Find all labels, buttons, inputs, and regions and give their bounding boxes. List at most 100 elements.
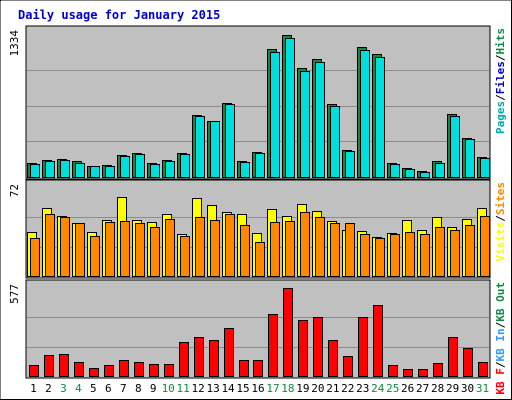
bottom-bar-kb-f-day-25 <box>388 365 398 377</box>
x-tick-day-25: 25 <box>386 382 399 395</box>
x-tick-day-28: 28 <box>431 382 444 395</box>
middle-bar-sites-day-8 <box>135 223 145 277</box>
bottom-bar-kb-f-day-7 <box>119 360 129 377</box>
label-separator: / <box>494 321 507 328</box>
middle-bar-sites-day-30 <box>465 225 475 277</box>
bottom-bar-kb-f-day-9 <box>149 364 159 377</box>
x-tick-day-3: 3 <box>60 382 67 395</box>
top-bar-files-day-3 <box>60 160 70 178</box>
middle-bar-sites-day-22 <box>345 223 355 277</box>
bottom-bar-kb-f-day-17 <box>268 314 278 377</box>
top-bar-files-day-20 <box>315 62 325 178</box>
middle-bar-sites-day-11 <box>180 236 190 277</box>
bottom-bar-kb-f-day-16 <box>253 360 263 377</box>
x-tick-day-2: 2 <box>45 382 52 395</box>
top-bar-files-day-2 <box>45 161 55 178</box>
x-tick-day-22: 22 <box>341 382 354 395</box>
bottom-bar-kb-f-day-22 <box>343 356 353 377</box>
bottom-bar-kb-f-day-14 <box>224 328 234 377</box>
middle-y-max-label: 72 <box>8 184 21 197</box>
middle-bar-sites-day-21 <box>330 223 340 277</box>
bottom-bar-kb-f-day-29 <box>448 337 458 377</box>
top-bar-files-day-17 <box>270 52 280 178</box>
x-tick-day-19: 19 <box>296 382 309 395</box>
top-bar-files-day-11 <box>180 154 190 178</box>
bottom-bar-kb-f-day-31 <box>478 362 488 377</box>
middle-bar-sites-day-20 <box>315 217 325 277</box>
middle-bar-sites-day-3 <box>60 217 70 277</box>
x-tick-day-12: 12 <box>192 382 205 395</box>
bottom-bar-kb-f-day-12 <box>194 337 204 377</box>
series-label-files: Files <box>494 61 507 94</box>
series-label-kb-in: KB In <box>494 328 507 361</box>
top-bar-files-day-19 <box>300 71 310 178</box>
top-series-labels: Pages/Files/Hits <box>494 28 507 134</box>
middle-bar-sites-day-25 <box>390 234 400 277</box>
x-tick-day-1: 1 <box>30 382 37 395</box>
bottom-bar-kb-f-day-20 <box>313 317 323 377</box>
x-tick-day-17: 17 <box>266 382 279 395</box>
x-tick-day-26: 26 <box>401 382 414 395</box>
top-bar-files-day-23 <box>360 50 370 178</box>
middle-bar-sites-day-13 <box>210 220 220 277</box>
bottom-bar-kb-f-day-13 <box>209 340 219 377</box>
middle-bar-sites-day-27 <box>420 234 430 277</box>
top-bar-files-day-8 <box>135 154 145 178</box>
bottom-bar-kb-f-day-8 <box>134 362 144 377</box>
top-bar-files-day-27 <box>420 172 430 178</box>
bottom-bar-kb-f-day-4 <box>74 362 84 377</box>
label-separator: / <box>494 94 507 101</box>
middle-bar-sites-day-9 <box>150 227 160 277</box>
middle-bar-sites-day-31 <box>480 216 490 277</box>
x-tick-day-20: 20 <box>311 382 324 395</box>
x-tick-day-14: 14 <box>221 382 235 395</box>
series-label-kb-f: KB F <box>494 368 507 395</box>
top-bar-files-day-29 <box>450 116 460 178</box>
middle-bar-sites-day-15 <box>240 225 250 277</box>
top-bar-files-day-26 <box>405 169 415 178</box>
label-separator: / <box>494 54 507 61</box>
bottom-bar-kb-f-day-15 <box>239 360 249 377</box>
top-bar-files-day-15 <box>240 162 250 178</box>
middle-bar-sites-day-7 <box>120 221 130 277</box>
top-bar-files-day-31 <box>480 158 490 178</box>
x-tick-day-18: 18 <box>281 382 294 395</box>
bottom-bar-kb-f-day-26 <box>403 369 413 377</box>
x-tick-day-31: 31 <box>476 382 489 395</box>
middle-bar-sites-day-2 <box>45 214 55 277</box>
chart-title: Daily usage for January 2015 <box>18 8 221 22</box>
top-bar-files-day-14 <box>225 104 235 178</box>
top-y-max-label: 1334 <box>8 30 21 57</box>
x-tick-day-16: 16 <box>251 382 264 395</box>
bottom-bar-kb-f-day-2 <box>44 355 54 377</box>
series-label-sites: Sites <box>494 182 507 215</box>
middle-series-labels: Visits/Sites <box>494 182 507 262</box>
middle-bar-sites-day-5 <box>90 236 100 277</box>
x-tick-day-4: 4 <box>75 382 82 395</box>
top-bar-files-day-18 <box>285 38 295 178</box>
top-bar-files-day-16 <box>255 153 265 178</box>
top-bar-files-day-10 <box>165 161 175 178</box>
middle-bar-sites-day-29 <box>450 230 460 277</box>
x-tick-day-24: 24 <box>371 382 385 395</box>
top-bar-files-day-9 <box>150 164 160 178</box>
top-bar-files-day-21 <box>330 106 340 178</box>
series-label-visits: Visits <box>494 222 507 262</box>
middle-bar-sites-day-6 <box>105 222 115 277</box>
top-bar-files-day-25 <box>390 164 400 178</box>
top-bar-files-day-1 <box>30 164 40 178</box>
bottom-bar-kb-f-day-28 <box>433 363 443 377</box>
bottom-bar-kb-f-day-3 <box>59 354 69 377</box>
middle-bar-sites-day-24 <box>375 238 385 277</box>
x-tick-day-13: 13 <box>206 382 219 395</box>
bottom-bar-kb-f-day-5 <box>89 368 99 377</box>
label-separator: / <box>494 361 507 368</box>
middle-bar-sites-day-17 <box>270 222 280 277</box>
bottom-bar-kb-f-day-6 <box>104 365 114 377</box>
x-tick-day-5: 5 <box>90 382 97 395</box>
x-tick-day-29: 29 <box>446 382 459 395</box>
middle-bar-sites-day-19 <box>300 212 310 277</box>
x-tick-day-30: 30 <box>461 382 474 395</box>
